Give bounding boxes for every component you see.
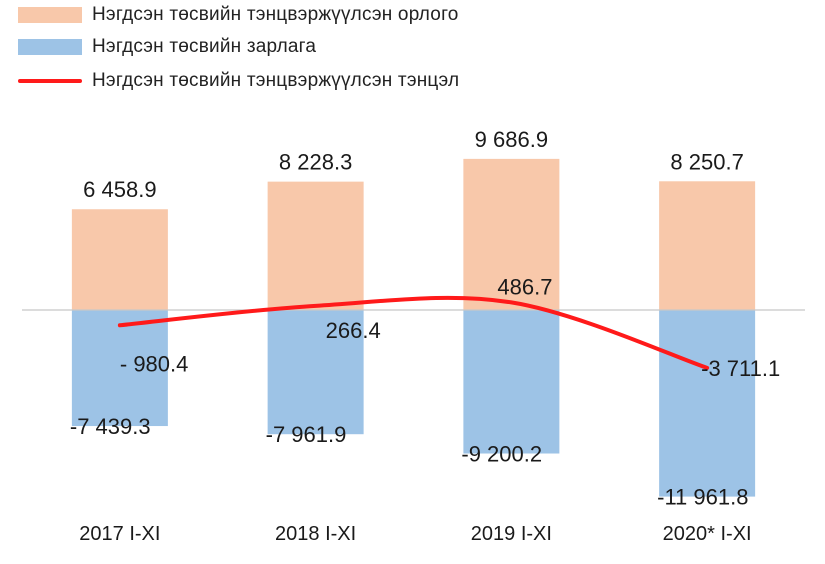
legend-label-expenditure: Нэгдсэн төсвийн зарлага: [92, 36, 317, 57]
bar-revenue-0: [71, 209, 168, 310]
legend-item-expenditure: Нэгдсэн төсвийн зарлага: [18, 34, 316, 60]
bar-expenditure-0: [71, 310, 168, 427]
label-expenditure-2: -9 200.2: [461, 442, 542, 467]
x-tick-label-3: 2020* I-XI: [663, 523, 752, 545]
x-tick-label-1: 2018 I-XI: [275, 523, 356, 545]
label-revenue-2: 9 686.9: [475, 127, 548, 152]
label-expenditure-3: -11 961.8: [657, 485, 748, 510]
legend-line-balance: [18, 79, 82, 83]
legend-item-balance: Нэгдсэн төсвийн тэнцвэржүүлсэн тэнцэл: [18, 68, 459, 94]
legend: Нэгдсэн төсвийн тэнцвэржүүлсэн орлого Нэ…: [0, 0, 825, 110]
label-balance-3: -3 711.1: [701, 356, 780, 381]
bar-expenditure-2: [463, 310, 560, 454]
label-balance-1: 266.4: [326, 318, 381, 343]
label-expenditure-1: -7 961.9: [266, 422, 347, 447]
label-revenue-3: 8 250.7: [670, 149, 743, 174]
x-tick-label-2: 2019 I-XI: [471, 523, 552, 545]
bar-expenditure-3: [659, 310, 756, 497]
label-balance-0: - 980.4: [120, 351, 189, 376]
label-revenue-1: 8 228.3: [279, 150, 352, 175]
balance-line: [117, 295, 710, 370]
bar-revenue-1: [267, 181, 364, 310]
legend-swatch-revenue: [18, 7, 82, 23]
label-revenue-0: 6 458.9: [83, 177, 156, 202]
label-balance-2: 486.7: [497, 274, 552, 299]
bar-revenue-2: [463, 158, 560, 310]
legend-swatch-expenditure: [18, 39, 82, 55]
label-expenditure-0: -7 439.3: [70, 414, 151, 439]
legend-item-revenue: Нэгдсэн төсвийн тэнцвэржүүлсэн орлого: [18, 2, 459, 28]
legend-label-balance: Нэгдсэн төсвийн тэнцвэржүүлсэн тэнцэл: [92, 70, 460, 91]
bar-expenditure-1: [267, 310, 364, 435]
x-tick-label-0: 2017 I-XI: [79, 523, 160, 545]
bar-revenue-3: [659, 181, 756, 310]
legend-label-revenue: Нэгдсэн төсвийн тэнцвэржүүлсэн орлого: [92, 4, 459, 25]
